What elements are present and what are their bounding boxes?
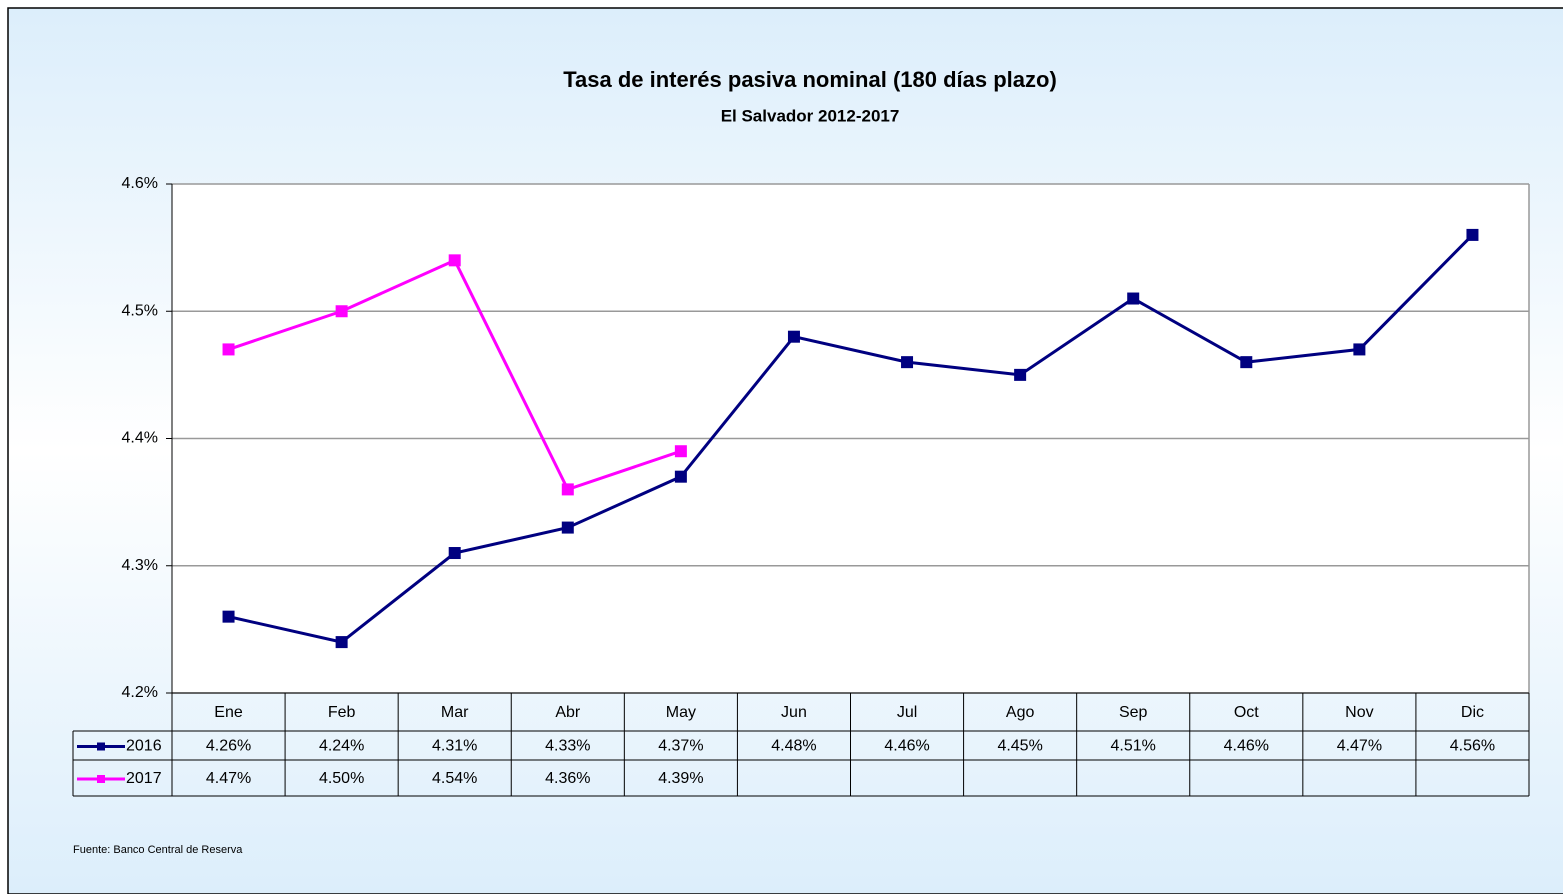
legend-marker [97,742,105,751]
x-tick-label: Ago [1006,704,1035,721]
data-label: 4.36% [545,770,590,787]
y-tick-label: 4.6% [122,175,158,192]
x-tick-label: Dic [1461,704,1484,721]
data-label: 4.47% [1337,738,1382,755]
marker [561,483,574,496]
marker [1466,228,1479,241]
y-tick-label: 4.3% [122,557,158,574]
y-tick-label: 4.2% [122,684,158,701]
marker [1240,356,1253,369]
data-label: 4.48% [771,738,816,755]
data-label: 4.26% [206,738,251,755]
marker [1353,343,1366,356]
marker [222,343,235,356]
data-label: 4.31% [432,738,477,755]
marker [674,470,687,483]
marker [448,547,461,560]
marker [335,305,348,318]
x-tick-label: Jul [897,704,917,721]
data-label: 4.54% [432,770,477,787]
data-label: 4.51% [1111,738,1156,755]
series-line [228,233,1474,644]
marker [222,610,235,623]
marker [901,356,914,369]
legend-label: 2017 [126,770,162,787]
marker [787,330,800,343]
marker [448,254,461,267]
x-tick-label: Nov [1345,704,1373,721]
chart-subtitle: El Salvador 2012-2017 [721,106,900,125]
legend-label: 2016 [126,738,162,755]
x-tick-label: Ene [214,704,243,721]
marker [674,445,687,458]
source-note: Fuente: Banco Central de Reserva [73,844,243,856]
x-tick-label: Mar [441,704,469,721]
data-label: 4.50% [319,770,364,787]
x-tick-label: May [666,704,696,721]
x-tick-label: Sep [1119,704,1148,721]
x-tick-label: Feb [328,704,356,721]
data-label: 4.46% [884,738,929,755]
marker [1127,292,1140,305]
x-tick-label: Abr [555,704,581,721]
x-tick-label: Jun [781,704,807,721]
x-tick-label: Oct [1234,704,1259,721]
data-label: 4.46% [1224,738,1269,755]
chart-title: Tasa de interés pasiva nominal (180 días… [563,67,1057,92]
marker [335,636,348,649]
legend-marker [97,775,105,783]
data-label: 4.56% [1450,738,1495,755]
data-label: 4.33% [545,738,590,755]
y-tick-label: 4.4% [122,430,158,447]
data-label: 4.39% [658,770,703,787]
marker [561,521,574,534]
data-label: 4.24% [319,738,364,755]
marker [1014,368,1027,381]
y-tick-label: 4.5% [122,302,158,319]
data-label: 4.37% [658,738,703,755]
data-label: 4.45% [997,738,1042,755]
data-label: 4.47% [206,770,251,787]
